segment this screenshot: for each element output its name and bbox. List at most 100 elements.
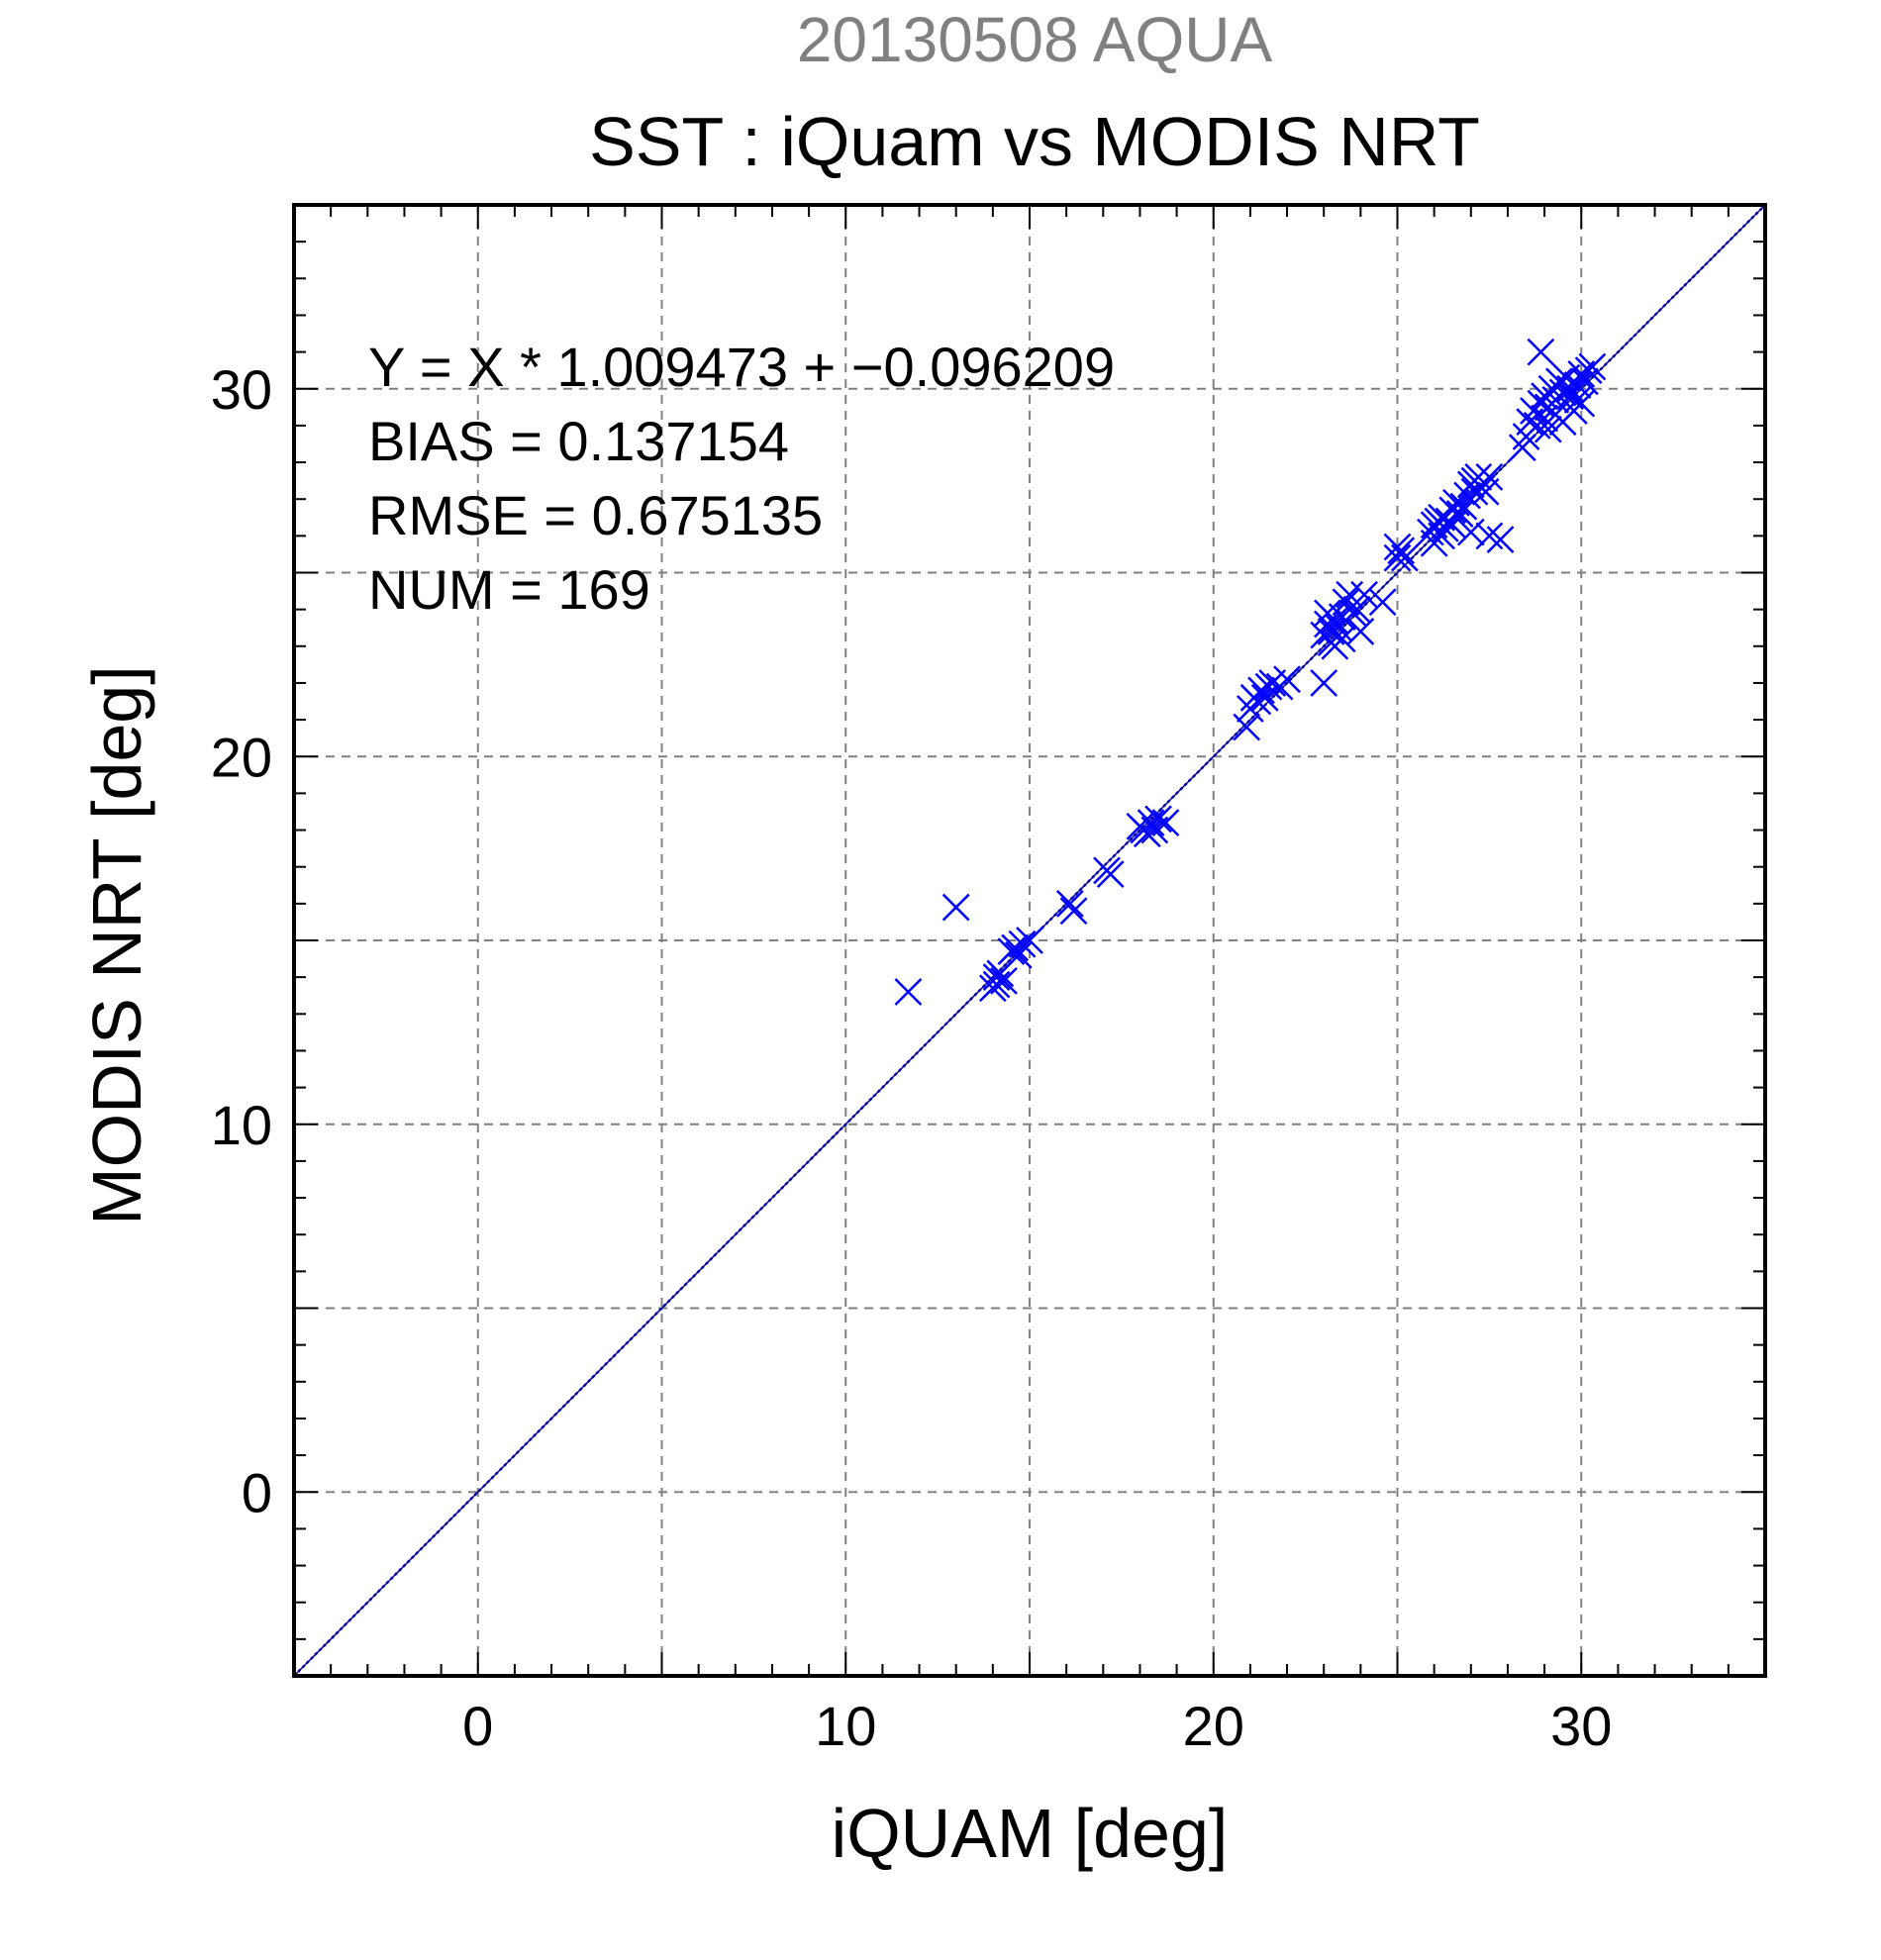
- data-point: [1486, 526, 1515, 553]
- tick-labels: 0 10 20 30 0 10 20 30: [211, 358, 1613, 1757]
- y-tick-label: 30: [211, 358, 272, 421]
- data-point: [1391, 543, 1419, 572]
- data-point: [1342, 595, 1371, 624]
- point-stroke: [1571, 367, 1599, 396]
- data-point: [1531, 404, 1558, 433]
- data-point: [1016, 927, 1043, 954]
- point-stroke: [1332, 588, 1360, 617]
- point-stroke: [1250, 683, 1279, 712]
- point-stroke: [1321, 606, 1349, 635]
- data-point: [1001, 933, 1030, 962]
- data-point: [1055, 889, 1084, 918]
- data-point: [1328, 625, 1356, 653]
- x-axis-label: iQUAM [deg]: [832, 1795, 1229, 1872]
- point-stroke: [941, 893, 970, 922]
- point-stroke: [1059, 897, 1088, 926]
- point-stroke: [1133, 820, 1161, 848]
- stats-rmse: RMSE = 0.675135: [368, 484, 823, 546]
- point-stroke: [1310, 669, 1338, 697]
- data-point: [1456, 518, 1485, 546]
- data-point: [1144, 805, 1172, 833]
- stats-box: Y = X * 1.009473 + −0.096209 BIAS = 0.13…: [368, 336, 1115, 621]
- data-point: [990, 966, 1018, 995]
- point-stroke: [1534, 415, 1562, 443]
- data-point: [1151, 809, 1180, 837]
- x-tick-label: 20: [1183, 1695, 1244, 1757]
- stats-num: NUM = 169: [368, 558, 650, 621]
- point-stroke: [1004, 940, 1033, 969]
- chart-title: SST : iQuam vs MODIS NRT: [589, 103, 1480, 180]
- point-stroke: [1342, 595, 1371, 624]
- data-point: [982, 970, 1011, 999]
- data-point: [1059, 897, 1088, 926]
- point-stroke: [1336, 580, 1364, 609]
- data-point: [1133, 820, 1161, 848]
- data-point: [1233, 713, 1261, 741]
- point-stroke: [1328, 625, 1356, 653]
- point-stroke: [1096, 860, 1125, 889]
- point-stroke: [1314, 610, 1341, 638]
- data-point: [1321, 606, 1349, 635]
- data-point: [1387, 537, 1416, 565]
- data-point: [1508, 434, 1536, 462]
- data-point: [1004, 940, 1033, 969]
- point-stroke: [1475, 463, 1504, 491]
- point-stroke: [1387, 537, 1416, 565]
- point-stroke: [1456, 518, 1485, 546]
- point-stroke: [1464, 463, 1493, 491]
- data-point: [894, 978, 923, 1006]
- point-stroke: [1527, 338, 1555, 366]
- x-tick-label: 10: [815, 1695, 876, 1757]
- data-point: [1350, 580, 1378, 609]
- point-stroke: [1346, 618, 1375, 645]
- point-stroke: [1531, 404, 1558, 433]
- point-stroke: [1233, 713, 1261, 741]
- data-point: [1243, 687, 1272, 716]
- data-point: [1475, 522, 1504, 550]
- point-stroke: [1383, 543, 1412, 572]
- data-point: [1567, 389, 1596, 418]
- point-stroke: [1151, 809, 1180, 837]
- point-stroke: [1243, 687, 1272, 716]
- stats-equation: Y = X * 1.009473 + −0.096209: [368, 336, 1115, 398]
- data-point: [1368, 588, 1397, 617]
- point-stroke: [1567, 389, 1596, 418]
- data-point: [1453, 481, 1481, 510]
- point-stroke: [1273, 665, 1301, 694]
- point-stroke: [982, 970, 1011, 999]
- data-point: [1008, 930, 1037, 958]
- data-point: [1137, 809, 1165, 837]
- y-axis-label: MODIS NRT [deg]: [78, 665, 155, 1225]
- data-point: [1527, 338, 1555, 366]
- point-stroke: [1008, 930, 1037, 958]
- data-point: [1310, 669, 1338, 697]
- data-point: [1096, 860, 1125, 889]
- point-stroke: [990, 966, 1018, 995]
- data-point: [1336, 580, 1364, 609]
- x-tick-label: 30: [1550, 1695, 1612, 1757]
- data-point: [1578, 352, 1607, 381]
- data-point: [1563, 371, 1592, 399]
- point-stroke: [1486, 526, 1515, 553]
- point-stroke: [894, 978, 923, 1006]
- y-tick-label: 0: [242, 1461, 272, 1523]
- data-point: [1534, 415, 1562, 443]
- data-point: [1464, 463, 1493, 491]
- point-stroke: [1445, 500, 1474, 528]
- point-stroke: [1453, 481, 1481, 510]
- data-points: [894, 338, 1607, 1006]
- chart-supertitle: 20130508 AQUA: [797, 4, 1273, 75]
- point-stroke: [1317, 618, 1345, 645]
- data-point: [1475, 463, 1504, 491]
- grid-lines: [294, 205, 1765, 1676]
- data-point: [1273, 665, 1301, 694]
- point-stroke: [1391, 543, 1419, 572]
- y-tick-label: 10: [211, 1094, 272, 1156]
- point-stroke: [1055, 889, 1084, 918]
- point-stroke: [1001, 933, 1030, 962]
- point-stroke: [1137, 809, 1165, 837]
- data-point: [1250, 683, 1279, 712]
- point-stroke: [1144, 805, 1172, 833]
- data-point: [941, 893, 970, 922]
